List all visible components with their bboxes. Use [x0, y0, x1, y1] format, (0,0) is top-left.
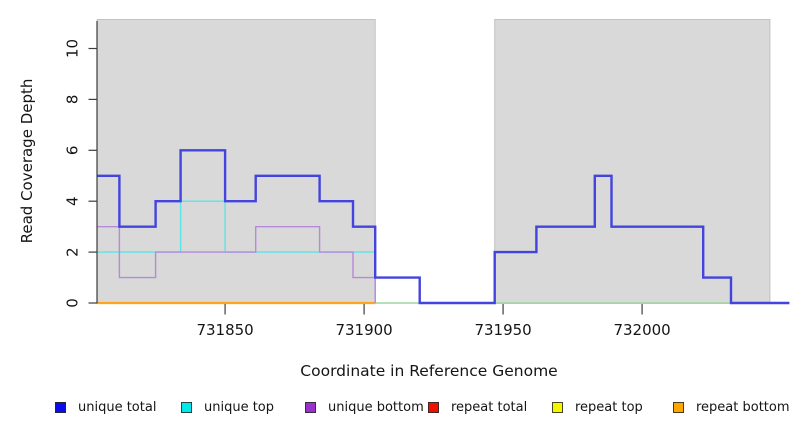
- legend-label: repeat bottom: [696, 399, 790, 415]
- x-tick-label: 732000: [613, 321, 670, 339]
- y-axis-title: Read Coverage Depth: [18, 78, 36, 244]
- legend-swatch-repeat-total: [428, 401, 439, 413]
- legend-label: unique bottom: [328, 399, 424, 415]
- y-tick-label: 2: [64, 247, 82, 257]
- legend: unique total unique top unique bottom re…: [0, 398, 792, 418]
- legend-swatch-repeat-bottom: [673, 401, 684, 413]
- shaded-region: [494, 19, 771, 304]
- coverage-line-unique-bottom: [97, 226, 376, 303]
- legend-item-repeat-bottom: repeat bottom: [673, 398, 790, 416]
- y-tick-label: 0: [64, 298, 82, 308]
- legend-item-unique-top: unique top: [181, 398, 274, 416]
- legend-swatch-unique-total: [55, 401, 66, 413]
- coverage-line-unique-total: [97, 149, 790, 305]
- legend-label: repeat total: [451, 399, 528, 415]
- legend-swatch-repeat-top: [552, 401, 563, 413]
- legend-swatch-unique-top: [181, 401, 192, 413]
- x-axis-title: Coordinate in Reference Genome: [300, 362, 558, 380]
- y-tick-label: 6: [64, 146, 82, 156]
- x-tick-label: 731850: [196, 321, 253, 339]
- legend-item-repeat-top: repeat top: [552, 398, 643, 416]
- x-tick-label: 731900: [335, 321, 392, 339]
- legend-item-unique-total: unique total: [55, 398, 156, 416]
- legend-label: unique total: [78, 399, 157, 415]
- legend-item-unique-bottom: unique bottom: [305, 398, 424, 416]
- shaded-region: [96, 19, 376, 304]
- y-tick-label: 8: [64, 95, 82, 105]
- x-tick-label: 731950: [474, 321, 531, 339]
- y-tick-label: 4: [64, 196, 82, 206]
- legend-label: unique top: [204, 399, 275, 415]
- legend-label: repeat top: [575, 399, 643, 415]
- legend-item-repeat-total: repeat total: [428, 398, 527, 416]
- y-tick-label: 10: [64, 39, 82, 58]
- legend-swatch-unique-bottom: [305, 401, 316, 413]
